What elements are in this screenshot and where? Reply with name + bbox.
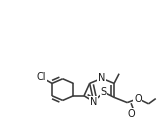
Text: Cl: Cl	[37, 72, 46, 82]
Text: O: O	[134, 94, 142, 104]
Text: N: N	[90, 97, 97, 107]
Text: O: O	[128, 109, 135, 119]
Text: S: S	[101, 87, 107, 97]
Text: N: N	[98, 73, 106, 83]
